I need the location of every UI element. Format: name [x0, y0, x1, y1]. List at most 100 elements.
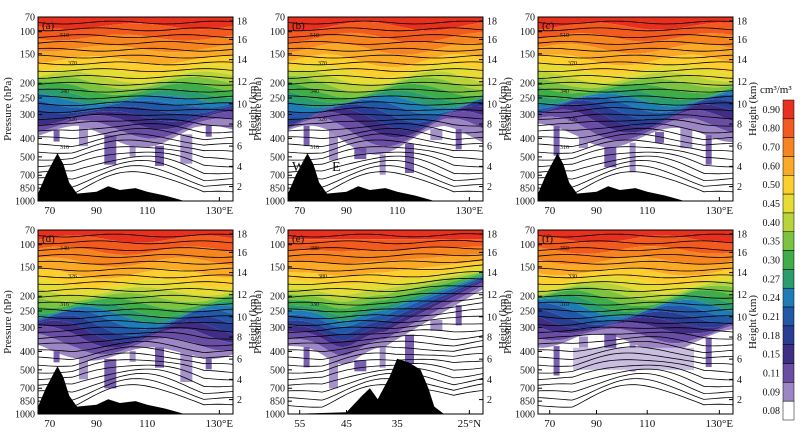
- isentrope-contour: [288, 271, 483, 279]
- isentrope-contour: [288, 334, 483, 345]
- pressure-tick-label: 150: [20, 262, 35, 273]
- contour-label: 340: [60, 89, 69, 95]
- pressure-tick-label: 250: [270, 93, 285, 104]
- color-band: [38, 300, 233, 323]
- color-band: [538, 316, 733, 334]
- pressure-tick-label: 100: [520, 27, 535, 38]
- color-band: [288, 253, 483, 276]
- purple-fringe: [155, 145, 164, 166]
- x-tick-label: 130°E: [206, 418, 234, 430]
- color-band: [288, 106, 483, 138]
- pressure-tick-label: 1000: [515, 197, 535, 208]
- purple-fringe: [78, 359, 88, 380]
- pressure-tick-label: 1000: [15, 197, 35, 208]
- purple-fringe: [180, 134, 193, 164]
- color-band: [538, 235, 733, 254]
- terrain-silhouette: [288, 358, 483, 414]
- height-tick-label: 6: [237, 142, 242, 153]
- color-band: [38, 111, 233, 139]
- color-band: [38, 23, 233, 41]
- isentrope-contour: [38, 372, 233, 394]
- height-tick-label: 8: [737, 120, 742, 131]
- height-tick-label: 16: [237, 248, 247, 259]
- pressure-tick-label: 100: [270, 27, 285, 38]
- isentrope-contour: [288, 378, 483, 401]
- pressure-tick-label: 300: [270, 323, 285, 334]
- isentrope-contour: [288, 285, 483, 292]
- color-band: [288, 63, 483, 86]
- color-band: [538, 285, 733, 307]
- color-band: [538, 267, 733, 286]
- isentrope-contour: [288, 367, 483, 386]
- isentrope-contour: [288, 302, 483, 313]
- height-tick-label: 6: [487, 355, 492, 366]
- isentrope-contour: [288, 54, 483, 59]
- purple-fringe: [705, 135, 712, 165]
- isentrope-contour: [38, 27, 233, 32]
- color-band: [38, 287, 233, 302]
- isentrope-contour: [538, 95, 733, 100]
- color-band: [38, 320, 233, 348]
- contour-label: 370: [318, 61, 327, 67]
- purple-fringe: [104, 358, 117, 389]
- isentrope-contour: [288, 352, 483, 367]
- isentrope-contour: [538, 61, 733, 66]
- isentrope-contour: [538, 68, 733, 72]
- colorbar-swatch: [782, 269, 795, 289]
- y-axis-label: Pressure (hPa): [252, 77, 264, 141]
- purple-fringe: [129, 145, 136, 157]
- panel-label: (b): [292, 20, 305, 32]
- color-band: [38, 292, 233, 310]
- color-band: [38, 81, 233, 101]
- color-band: [538, 54, 733, 76]
- terrain-silhouette: [288, 153, 483, 201]
- isentrope-contour: [538, 159, 733, 181]
- isentrope-contour: [288, 128, 483, 141]
- color-band: [538, 280, 733, 300]
- height-tick-label: 8: [487, 120, 492, 131]
- height-tick-label: 4: [737, 162, 742, 173]
- color-band: [538, 17, 733, 30]
- height-tick-label: 6: [737, 142, 742, 153]
- colorbar-label: 0.11: [763, 368, 780, 379]
- colorbar-swatch: [782, 231, 795, 251]
- height-tick-label: 2: [237, 395, 242, 406]
- isentrope-contour: [38, 139, 233, 154]
- isentrope-contour: [538, 155, 733, 175]
- panel-frame: [37, 229, 234, 415]
- color-band: [38, 315, 233, 343]
- isentrope-contour: [38, 155, 233, 175]
- isentrope-contour: [288, 259, 483, 265]
- panel-frame: [37, 16, 234, 202]
- color-band: [288, 230, 483, 240]
- y2-axis-label: Height (km): [747, 295, 759, 349]
- isentrope-contour: [288, 372, 483, 393]
- pressure-tick-label: 150: [20, 49, 35, 60]
- height-tick-label: 6: [487, 142, 492, 153]
- y2-axis-label: Height (km): [247, 295, 259, 349]
- pressure-tick-label: 200: [270, 79, 285, 90]
- pressure-tick-label: 1000: [515, 410, 535, 421]
- panels-layer: (a) 510 370 340 326 316 70 100 150 200 250 300 400 50…: [2, 13, 759, 431]
- height-tick-label: 4: [237, 375, 242, 386]
- contour-label: 326: [568, 117, 577, 123]
- y-axis-label: Pressure (hPa): [2, 77, 14, 141]
- panel-a: (a) 510 370 340 326 316 70 100 150 200 250 300 400 50…: [2, 13, 259, 218]
- y-axis-label: Pressure (hPa): [252, 290, 264, 354]
- height-tick-label: 4: [737, 375, 742, 386]
- panel-plot-area: [288, 230, 483, 414]
- panel-label: (d): [42, 233, 55, 245]
- colorbar-label: 0.35: [763, 237, 781, 248]
- height-tick-label: 2: [737, 182, 742, 193]
- height-tick-label: 6: [737, 355, 742, 366]
- isentrope-contour: [538, 294, 733, 299]
- height-tick-label: 2: [487, 395, 492, 406]
- isentrope-contour: [538, 151, 733, 168]
- height-tick-label: 14: [237, 55, 247, 66]
- colorbar-swatch: [782, 363, 795, 383]
- isentrope-contour: [38, 281, 233, 285]
- pressure-tick-label: 500: [270, 365, 285, 376]
- height-tick-label: 10: [737, 99, 747, 110]
- isentrope-contour: [538, 281, 733, 285]
- x-tick-label: 110: [389, 205, 406, 217]
